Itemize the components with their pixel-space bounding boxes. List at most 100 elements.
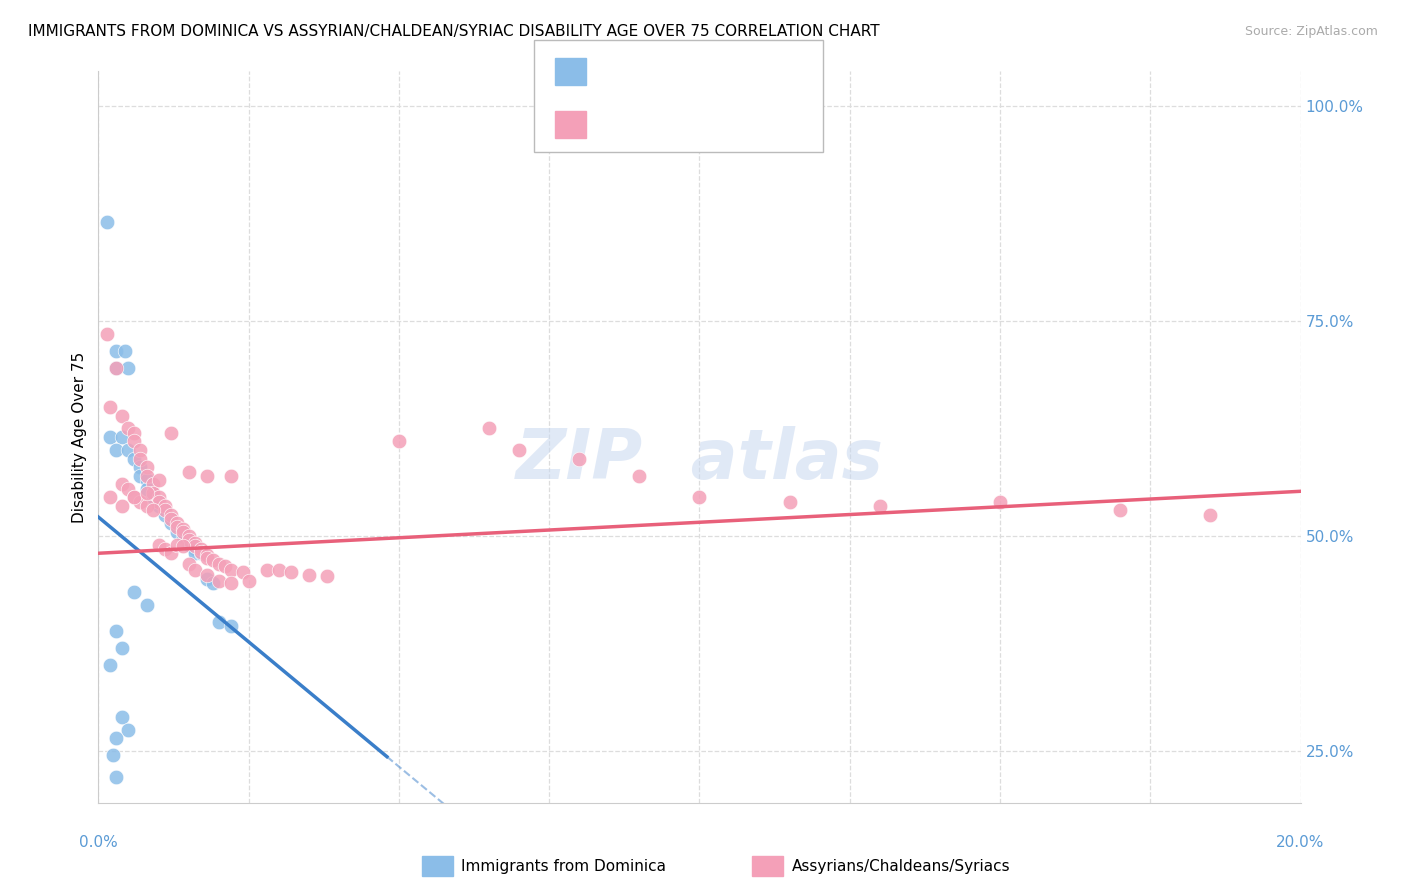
Point [232,565,254,579]
Point [779,494,801,508]
Point [105,731,128,746]
Point [177,557,200,571]
Point [124,425,146,440]
Point [114,344,136,359]
Point [201,553,224,567]
Point [219,619,242,633]
Point [208,615,231,629]
Text: ZIP  atlas: ZIP atlas [516,425,883,492]
Text: Source: ZipAtlas.com: Source: ZipAtlas.com [1244,25,1378,37]
Point [568,451,591,466]
Point [298,567,321,582]
Point [172,529,194,543]
Point [111,499,134,513]
Point [183,541,205,556]
Point [195,550,218,565]
Text: Immigrants from Dominica: Immigrants from Dominica [461,859,666,873]
Point [141,486,163,500]
Point [117,482,139,496]
Point [148,538,170,552]
Point [478,421,501,435]
Text: IMMIGRANTS FROM DOMINICA VS ASSYRIAN/CHALDEAN/SYRIAC DISABILITY AGE OVER 75 CORR: IMMIGRANTS FROM DOMINICA VS ASSYRIAN/CHA… [28,24,880,38]
Point [117,723,139,737]
Point [166,516,188,530]
Point [1199,508,1222,522]
Point [190,541,212,556]
Point [124,491,146,505]
Point [219,564,242,578]
Text: 20.0%: 20.0% [1277,836,1324,850]
Point [172,540,194,554]
Point [141,477,163,491]
Point [689,491,711,505]
Point [105,361,128,376]
Point [208,574,231,588]
Point [148,494,170,508]
Point [195,548,218,562]
Point [869,499,891,513]
Point [172,522,194,536]
Point [111,710,134,724]
Point [159,516,181,530]
Point [177,533,200,548]
Point [508,442,530,457]
Point [214,559,236,574]
Point [117,421,139,435]
Point [177,465,200,479]
Point [219,468,242,483]
Point [96,215,118,229]
Point [183,540,205,554]
Point [183,536,205,550]
Point [166,520,188,534]
Point [628,468,651,483]
Point [166,520,188,534]
Point [159,425,181,440]
Point [148,494,170,508]
Point [153,499,176,513]
Point [159,508,181,522]
Point [111,640,134,655]
Point [100,658,122,673]
Point [141,491,163,505]
Point [135,486,157,500]
Point [190,544,212,558]
Point [100,886,122,892]
Text: 0.133: 0.133 [640,118,699,136]
Y-axis label: Disability Age Over 75: Disability Age Over 75 [72,351,87,523]
Point [124,434,146,449]
Point [111,430,134,444]
Text: R =: R = [598,118,634,136]
Point [135,499,157,513]
Point [148,473,170,487]
Point [129,451,152,466]
Point [183,564,205,578]
Text: N =: N = [720,64,756,82]
Point [141,486,163,500]
Point [201,576,224,591]
Point [105,344,128,359]
Point [129,494,152,508]
Point [129,460,152,475]
Point [135,482,157,496]
Point [135,598,157,612]
Point [135,460,157,475]
Text: -0.331: -0.331 [640,64,699,82]
Point [111,477,134,491]
Point [195,572,218,586]
Point [190,546,212,560]
Point [100,491,122,505]
Text: N =: N = [720,118,756,136]
Point [135,473,157,487]
Point [100,430,122,444]
Point [238,574,260,588]
Point [172,524,194,539]
Point [988,494,1011,508]
Point [111,409,134,423]
Point [153,503,176,517]
Point [315,569,337,583]
Point [177,533,200,548]
Point [267,564,290,578]
Point [159,546,181,560]
Point [100,400,122,414]
Point [195,567,218,582]
